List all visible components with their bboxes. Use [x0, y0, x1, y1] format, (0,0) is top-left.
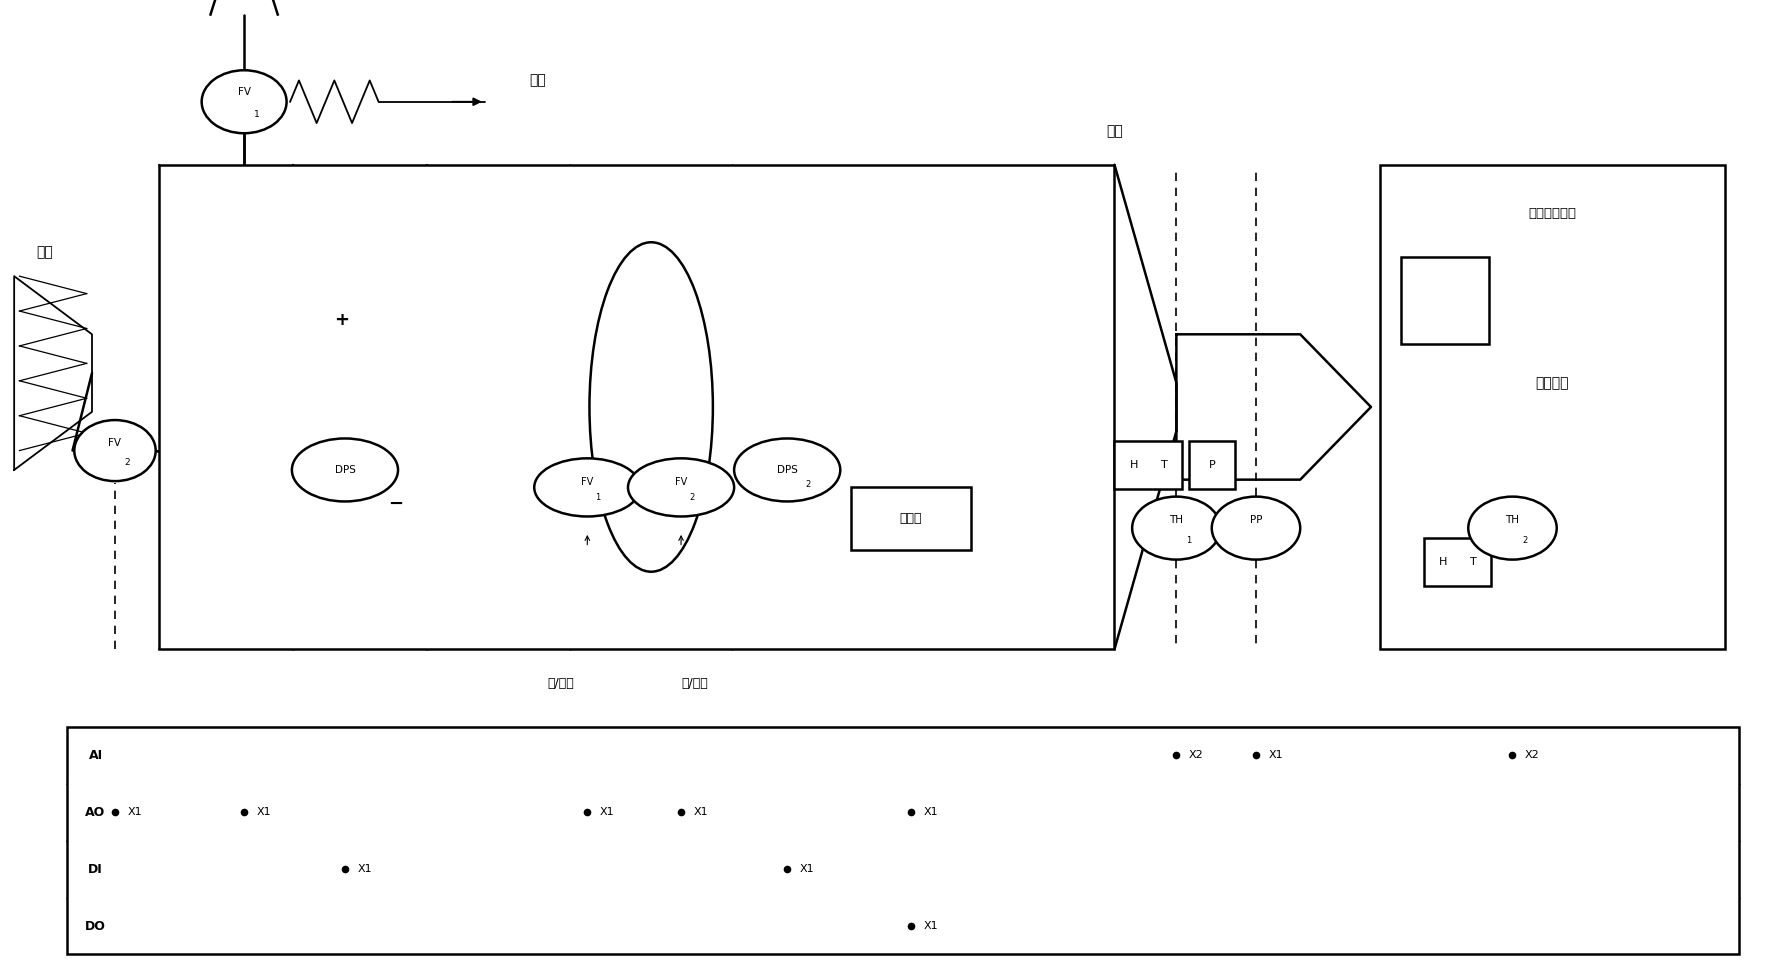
- Text: X1: X1: [800, 864, 814, 874]
- Text: X1: X1: [923, 807, 938, 817]
- Text: AO: AO: [85, 805, 106, 819]
- Text: 2: 2: [124, 457, 131, 467]
- Text: TH: TH: [1169, 516, 1183, 525]
- Text: 送风: 送风: [1106, 124, 1123, 138]
- Text: FV: FV: [237, 87, 251, 97]
- Ellipse shape: [589, 242, 713, 572]
- Bar: [1380, 165, 1725, 649]
- Text: 回风: 回风: [529, 74, 547, 87]
- Ellipse shape: [1132, 496, 1221, 560]
- Ellipse shape: [1468, 496, 1557, 560]
- Text: 2: 2: [1523, 536, 1527, 546]
- Text: 冰/蜒气: 冰/蜒气: [681, 676, 709, 690]
- Text: 空调区域: 空调区域: [1535, 376, 1569, 390]
- Bar: [159, 165, 1114, 649]
- Bar: [1424, 538, 1491, 586]
- Text: FV: FV: [676, 477, 686, 486]
- Text: AI: AI: [88, 749, 103, 762]
- Bar: [1401, 257, 1489, 344]
- Text: DPS: DPS: [334, 465, 356, 475]
- Text: 电控筱: 电控筱: [900, 512, 922, 525]
- Text: 变风量控制器: 变风量控制器: [1528, 206, 1576, 220]
- Ellipse shape: [292, 438, 398, 502]
- Text: 1: 1: [1187, 536, 1191, 546]
- Text: DO: DO: [85, 920, 106, 932]
- Circle shape: [534, 458, 640, 516]
- Text: DI: DI: [88, 862, 103, 876]
- Text: X1: X1: [693, 807, 708, 817]
- Text: H: H: [1130, 460, 1137, 470]
- Text: FV: FV: [108, 438, 122, 448]
- Text: 2: 2: [690, 492, 693, 502]
- Text: X1: X1: [1268, 750, 1283, 761]
- Text: 1: 1: [253, 109, 260, 119]
- Text: +: +: [334, 311, 350, 328]
- Text: T: T: [1160, 460, 1168, 470]
- Bar: [1189, 441, 1235, 489]
- Text: X1: X1: [357, 864, 371, 874]
- Ellipse shape: [202, 71, 287, 134]
- Text: X1: X1: [600, 807, 614, 817]
- Text: 新风: 新风: [35, 245, 53, 259]
- Text: 冷/热水: 冷/热水: [547, 676, 575, 690]
- Bar: [67, 727, 1739, 954]
- Text: X1: X1: [257, 807, 271, 817]
- Text: P: P: [1208, 460, 1215, 470]
- Text: X2: X2: [1189, 750, 1203, 761]
- Text: 1: 1: [596, 492, 600, 502]
- Text: TH: TH: [1505, 516, 1520, 525]
- Text: PP: PP: [1249, 516, 1263, 525]
- Text: FV: FV: [582, 477, 593, 486]
- Text: X1: X1: [923, 921, 938, 931]
- Ellipse shape: [1212, 496, 1300, 560]
- Circle shape: [628, 458, 734, 516]
- Text: X1: X1: [127, 807, 142, 817]
- Text: T: T: [1470, 557, 1477, 567]
- Text: DPS: DPS: [777, 465, 798, 475]
- Ellipse shape: [74, 421, 156, 481]
- Text: 2: 2: [807, 480, 810, 489]
- Ellipse shape: [734, 438, 840, 502]
- Text: H: H: [1440, 557, 1447, 567]
- Bar: [851, 487, 971, 550]
- Text: −: −: [387, 495, 403, 513]
- Text: X2: X2: [1525, 750, 1539, 761]
- Bar: [1114, 441, 1182, 489]
